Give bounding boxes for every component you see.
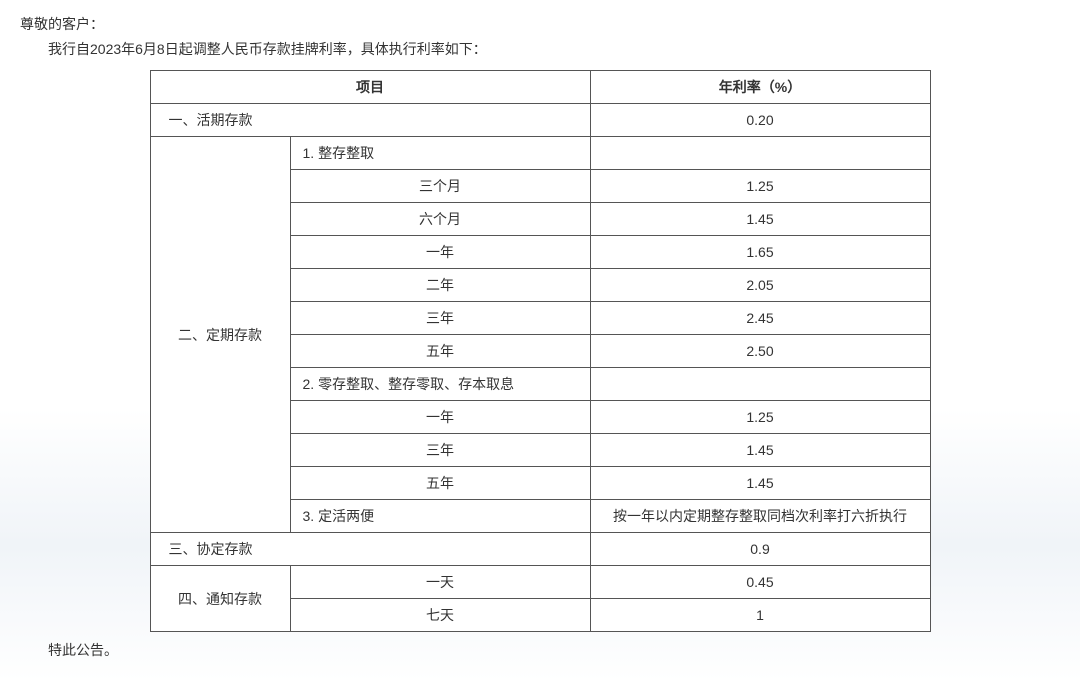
label-call-deposit: 四、通知存款 [150, 566, 290, 632]
rate-cell: 1.45 [590, 467, 930, 500]
label-sub3: 3. 定活两便 [290, 500, 590, 533]
rate-cell: 0.45 [590, 566, 930, 599]
rate-sub3: 按一年以内定期整存整取同档次利率打六折执行 [590, 500, 930, 533]
term-cell: 三个月 [290, 170, 590, 203]
table-header-row: 项目 年利率（%） [150, 71, 930, 104]
rate-table: 项目 年利率（%） 一、活期存款 0.20 二、定期存款 1. 整存整取 三个月… [150, 70, 931, 632]
rate-cell: 1.25 [590, 170, 930, 203]
term-cell: 五年 [290, 467, 590, 500]
intro-body: 我行自2023年6月8日起调整人民币存款挂牌利率，具体执行利率如下： [20, 37, 1060, 62]
rate-cell: 1.65 [590, 236, 930, 269]
term-cell: 三年 [290, 434, 590, 467]
rate-sub1-blank [590, 137, 930, 170]
term-cell: 七天 [290, 599, 590, 632]
rate-cell: 2.45 [590, 302, 930, 335]
rate-sub2-blank [590, 368, 930, 401]
term-cell: 一天 [290, 566, 590, 599]
header-rate: 年利率（%） [590, 71, 930, 104]
rate-cell: 2.50 [590, 335, 930, 368]
term-cell: 三年 [290, 302, 590, 335]
intro-salutation: 尊敬的客户： [20, 12, 1060, 37]
rate-demand: 0.20 [590, 104, 930, 137]
label-sub1: 1. 整存整取 [290, 137, 590, 170]
row-sub1-header: 二、定期存款 1. 整存整取 [150, 137, 930, 170]
term-cell: 一年 [290, 401, 590, 434]
term-cell: 一年 [290, 236, 590, 269]
rate-cell: 1.25 [590, 401, 930, 434]
rate-cell: 1 [590, 599, 930, 632]
row-call-1day: 四、通知存款 一天 0.45 [150, 566, 930, 599]
header-item: 项目 [150, 71, 590, 104]
term-cell: 五年 [290, 335, 590, 368]
label-negotiated: 三、协定存款 [150, 533, 590, 566]
rate-negotiated: 0.9 [590, 533, 930, 566]
term-cell: 六个月 [290, 203, 590, 236]
row-demand-deposit: 一、活期存款 0.20 [150, 104, 930, 137]
rate-cell: 2.05 [590, 269, 930, 302]
row-negotiated: 三、协定存款 0.9 [150, 533, 930, 566]
rate-cell: 1.45 [590, 203, 930, 236]
rate-cell: 1.45 [590, 434, 930, 467]
label-time-deposit: 二、定期存款 [150, 137, 290, 533]
footer-note: 特此公告。 [20, 640, 1060, 660]
label-sub2: 2. 零存整取、整存零取、存本取息 [290, 368, 590, 401]
label-demand: 一、活期存款 [150, 104, 590, 137]
intro-block: 尊敬的客户： 我行自2023年6月8日起调整人民币存款挂牌利率，具体执行利率如下… [20, 12, 1060, 62]
term-cell: 二年 [290, 269, 590, 302]
